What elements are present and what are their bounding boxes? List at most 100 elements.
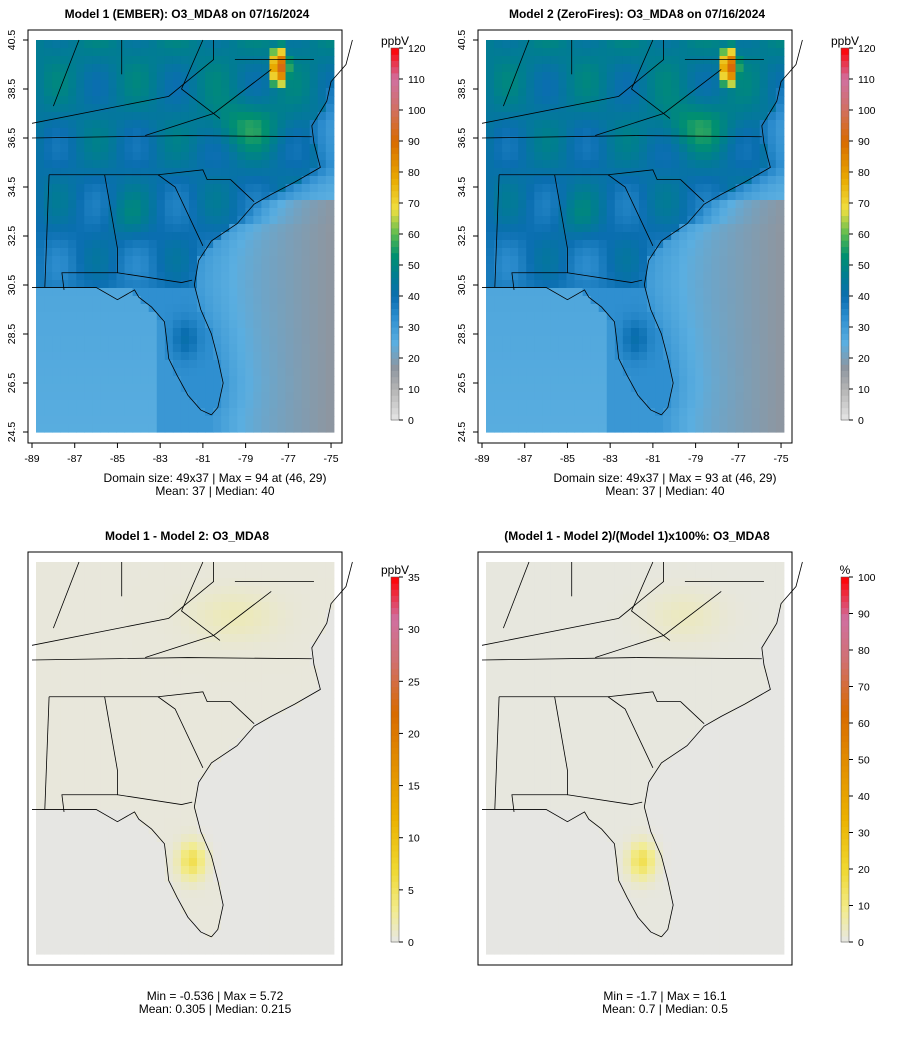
grid-cell [317,320,327,329]
grid-cell [534,88,543,97]
colorbar-segment [391,190,399,198]
grid-cell [197,722,206,731]
grid-cell [108,48,118,57]
grid-cell [84,400,93,409]
grid-cell [502,408,511,417]
grid-cell [148,770,158,779]
grid-cell [574,296,584,305]
grid-cell [743,280,753,289]
grid-cell [52,392,61,401]
grid-cell [140,264,150,273]
grid-cell [285,698,295,707]
grid-cell [767,160,777,169]
grid-cell [253,714,262,723]
grid-cell [486,40,495,49]
grid-cell [614,192,624,201]
grid-cell [606,328,616,337]
grid-cell [44,280,53,289]
grid-cell [44,730,53,739]
grid-cell [132,650,142,659]
grid-cell [213,128,222,137]
grid-cell [647,64,656,73]
grid-cell [703,344,712,353]
x-tick-label: -77 [731,453,746,465]
grid-cell [727,64,737,73]
grid-cell [164,634,174,643]
grid-cell [92,192,101,201]
grid-cell [711,296,720,305]
grid-cell [566,240,576,249]
grid-cell [156,634,166,643]
grid-cell [301,280,311,289]
grid-cell [614,368,624,377]
grid-cell [213,562,222,571]
grid-cell [606,248,616,257]
grid-cell [197,216,206,225]
grid-cell [606,416,616,425]
grid-cell [52,224,61,233]
grid-cell [164,376,174,385]
grid-cell [518,312,527,321]
grid-cell [285,602,295,611]
grid-cell [606,312,616,321]
grid-cell [309,754,319,763]
grid-cell [245,602,254,611]
grid-cell [735,80,745,89]
grid-cell [100,424,109,433]
grid-cell [285,762,295,771]
grid-cell [277,368,287,377]
grid-cell [172,224,182,233]
grid-cell [60,368,69,377]
grid-cell [638,192,648,201]
grid-cell [695,368,704,377]
grid-cell [510,128,519,137]
grid-cell [566,64,576,73]
grid-cell [108,682,118,691]
grid-cell [172,96,182,105]
grid-cell [582,288,592,297]
grid-cell [253,264,262,273]
grid-cell [253,168,262,177]
grid-cell [703,152,712,161]
grid-cell [76,344,85,353]
grid-cell [775,152,785,161]
grid-cell [526,392,535,401]
grid-cell [76,352,85,361]
grid-cell [655,368,664,377]
grid-cell [759,384,769,393]
grid-cell [582,424,592,433]
grid-cell [574,208,584,217]
grid-cell [197,352,206,361]
grid-cell [172,746,182,755]
grid-cell [494,224,503,233]
grid-cell [124,248,134,257]
grid-cell [703,304,712,313]
grid-cell [309,272,319,281]
grid-cell [148,224,158,233]
grid-cell [590,240,600,249]
grid-cell [679,320,688,329]
grid-cell [124,400,134,409]
colorbar-segment [391,401,399,409]
grid-cell [695,96,704,105]
grid-cell [775,48,785,57]
grid-cell [325,288,335,297]
grid-cell [261,160,270,169]
grid-cell [116,650,126,659]
grid-cell [534,376,543,385]
grid-cell [52,368,61,377]
grid-cell [317,88,327,97]
grid-cell [606,192,616,201]
grid-cell [775,144,785,153]
grid-cell [518,280,527,289]
grid-cell [221,312,230,321]
grid-cell [180,56,190,65]
grid-cell [237,674,246,683]
grid-cell [164,746,174,755]
grid-cell [221,40,230,49]
grid-cell [132,112,142,121]
grid-cell [68,610,77,619]
grid-cell [743,40,753,49]
grid-cell [229,200,238,209]
grid-cell [574,136,584,145]
